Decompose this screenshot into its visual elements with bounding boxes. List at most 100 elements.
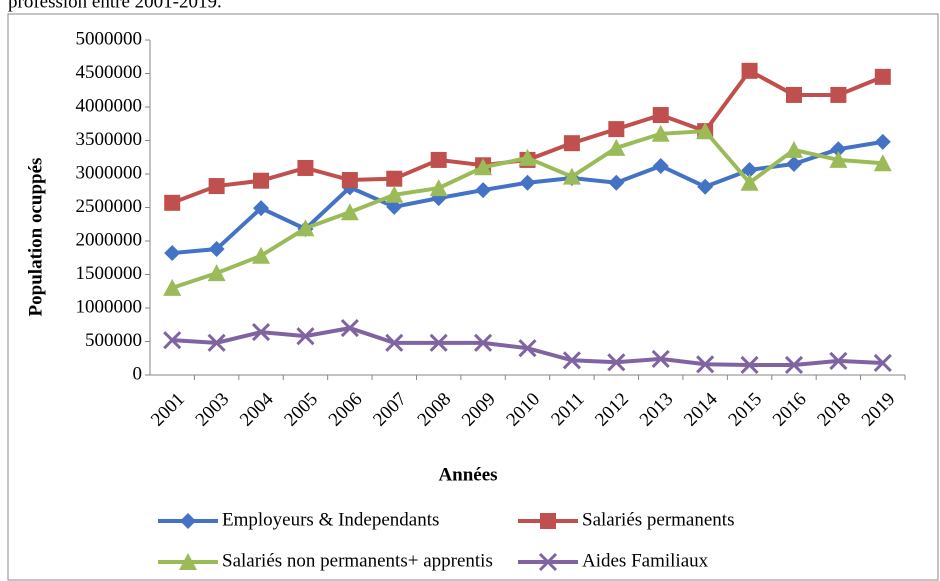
y-axis-title: Population ocuppés (25, 158, 46, 317)
data-point (518, 148, 537, 166)
data-point (385, 185, 404, 203)
data-point (474, 158, 493, 176)
data-point (651, 124, 670, 142)
x-tick-label: 2001 (147, 389, 189, 431)
data-point (253, 200, 270, 217)
y-tick-label: 3500000 (76, 129, 143, 150)
legend-label: Employeurs & Independants (222, 509, 439, 530)
data-point (608, 121, 625, 138)
data-point (296, 219, 315, 237)
data-point (430, 151, 447, 168)
legend-label: Salariés non permanents+ apprentis (222, 550, 493, 571)
y-tick-label: 4500000 (76, 62, 143, 83)
data-point (874, 68, 891, 85)
data-point (696, 355, 715, 374)
data-point (829, 150, 848, 168)
data-point (651, 349, 670, 368)
data-point (562, 167, 581, 185)
x-tick-label: 2012 (591, 389, 633, 431)
data-point (652, 157, 669, 174)
data-point (253, 172, 270, 189)
x-tick-label: 2019 (858, 389, 900, 431)
y-tick-label: 4000000 (76, 95, 143, 116)
data-point (697, 178, 714, 195)
data-point (207, 264, 226, 282)
data-point (562, 351, 581, 370)
data-point (830, 141, 847, 158)
data-point (785, 86, 802, 103)
data-point (385, 333, 404, 352)
legend-marker (179, 553, 197, 570)
x-axis-title: Années (438, 464, 497, 485)
data-point (208, 178, 225, 195)
x-tick-label: 2010 (502, 389, 544, 431)
x-tick-label: 2005 (280, 389, 322, 431)
data-point (829, 351, 848, 370)
x-tick-label: 2007 (369, 389, 411, 431)
x-tick-label: 2003 (192, 389, 234, 431)
data-point (607, 353, 626, 372)
data-point (340, 319, 359, 338)
legend-marker (180, 513, 196, 529)
x-tick-label: 2004 (236, 388, 278, 430)
y-tick-label: 1000000 (76, 296, 143, 317)
x-tick-label: 2009 (458, 389, 500, 431)
data-point (208, 241, 225, 258)
data-point (386, 198, 403, 215)
x-tick-label: 2014 (680, 388, 722, 430)
x-tick-label: 2011 (547, 389, 588, 430)
x-tick-label: 2006 (325, 389, 367, 431)
data-point (784, 355, 804, 375)
data-point (607, 138, 626, 156)
y-tick-label: 500000 (85, 330, 142, 351)
data-point (340, 203, 359, 221)
data-point (873, 154, 892, 172)
data-point (251, 323, 271, 342)
x-tick-label: 2008 (414, 389, 456, 431)
data-point (297, 159, 314, 176)
legend-marker (540, 513, 556, 529)
data-point (207, 333, 226, 352)
data-point (474, 333, 493, 352)
data-point (740, 173, 759, 191)
legend-marker (538, 552, 558, 572)
data-point (785, 155, 802, 172)
x-tick-label: 2013 (636, 389, 678, 431)
data-point (164, 194, 181, 211)
y-tick-label: 5000000 (76, 28, 143, 49)
y-tick-label: 1500000 (76, 263, 143, 284)
data-point (784, 140, 803, 158)
data-point (386, 170, 403, 187)
data-point (741, 62, 758, 79)
data-point (563, 135, 580, 152)
data-point (830, 86, 847, 103)
data-point (874, 133, 891, 150)
y-tick-label: 2000000 (76, 229, 143, 250)
data-point (741, 161, 758, 178)
data-point (252, 246, 271, 264)
data-point (873, 353, 892, 373)
data-point (341, 172, 358, 189)
data-point (696, 122, 715, 140)
y-tick-label: 3000000 (76, 162, 143, 183)
data-point (296, 327, 315, 346)
x-tick-label: 2018 (813, 389, 855, 431)
data-point (518, 339, 537, 358)
y-tick-label: 0 (133, 363, 143, 384)
x-tick-label: 2016 (769, 389, 811, 431)
data-point (608, 174, 625, 191)
data-point (429, 333, 448, 352)
legend-label: Aides Familiaux (582, 550, 709, 571)
y-tick-label: 2500000 (76, 196, 143, 217)
x-tick-label: 2015 (724, 389, 766, 431)
data-point (163, 331, 182, 350)
data-point (740, 355, 759, 375)
data-point (429, 179, 448, 197)
data-point (519, 174, 536, 191)
data-point (475, 182, 492, 199)
chart-title: profession entre 2001-2019. (8, 0, 222, 12)
legend-label: Salariés permanents (582, 509, 734, 530)
data-point (652, 107, 669, 124)
data-point (163, 278, 182, 296)
